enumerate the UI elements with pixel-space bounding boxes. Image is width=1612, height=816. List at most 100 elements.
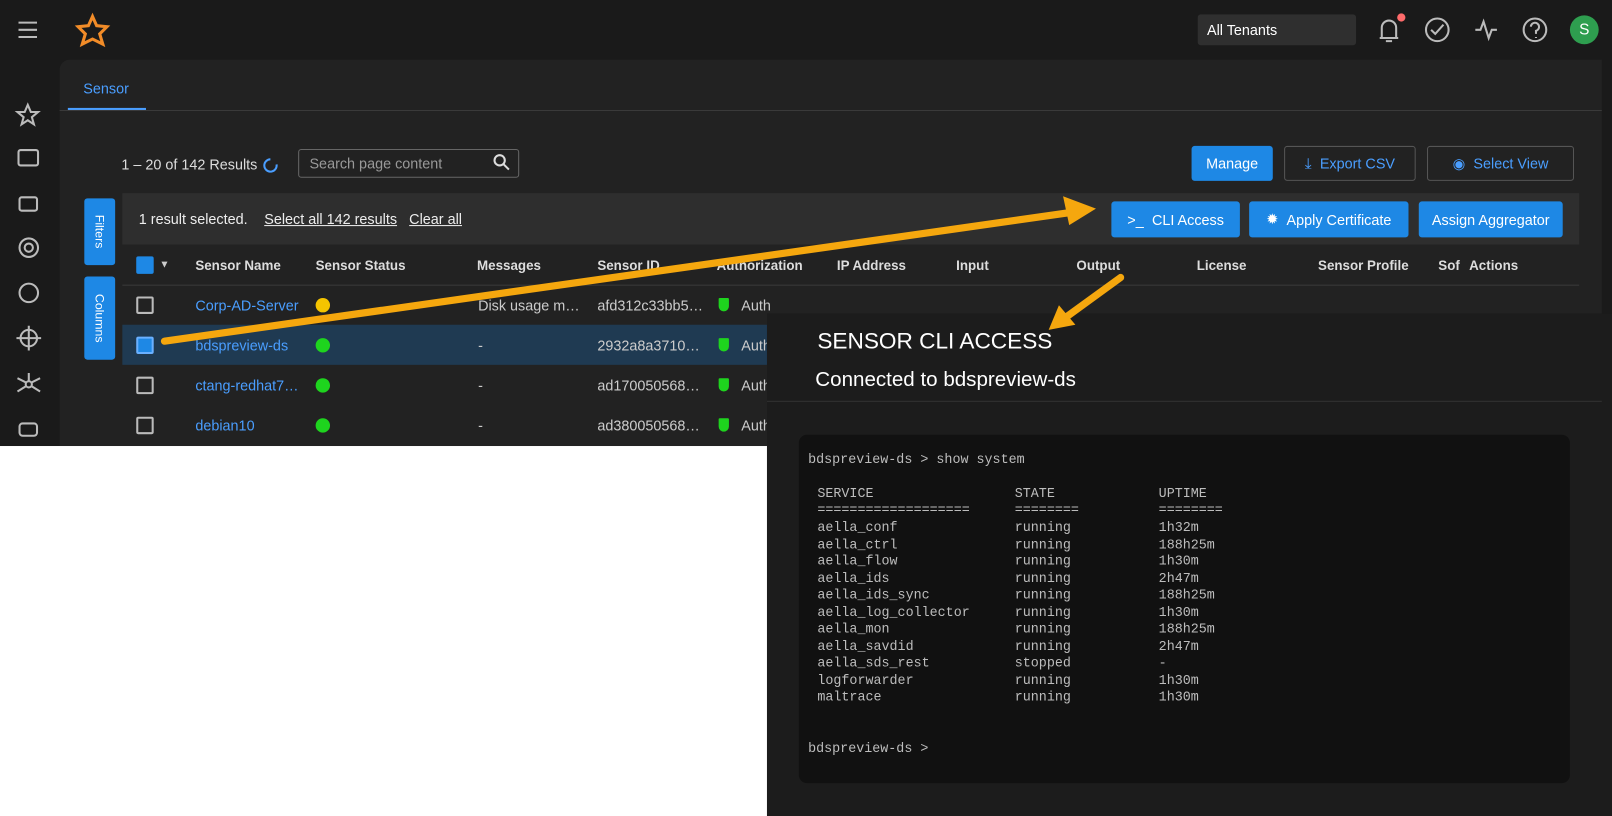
terminal-prompt: bdspreview-ds > [808,740,929,756]
arrow [160,209,1073,345]
column-header[interactable]: Input [956,257,989,273]
terminal-cell: running [1014,604,1071,620]
terminal-cell: aella_savdid [817,638,914,654]
message: - [478,337,483,354]
panel-subtitle: Connected to bdspreview-ds [815,368,1076,392]
authorization: Auth [741,297,771,314]
column-header[interactable]: Sensor Profile [1318,257,1409,273]
bell-icon[interactable] [1379,19,1399,43]
status-dot [315,418,331,433]
column-header[interactable]: Sensor Name [195,257,281,273]
logo[interactable] [74,12,111,48]
terminal-cell: 188h25m [1158,536,1215,552]
authorization: Auth [741,337,771,354]
menu-icon[interactable] [18,21,38,39]
terminal-cell: aella_flow [817,553,898,569]
side-tab-label: Filters [92,214,107,249]
terminal-cell: - [1158,655,1167,671]
pulse-icon[interactable] [1475,18,1497,42]
nav-icon[interactable] [14,102,41,127]
terminal-cell: ======== [1158,502,1223,518]
selected-count: 1 result selected. [138,210,248,228]
columns-tab[interactable]: Columns [84,276,116,360]
filters-tab[interactable]: Filters [84,198,116,266]
export-button[interactable]: ⤓ Export CSV [1284,145,1416,181]
tenant-select[interactable]: All Tenants [1197,14,1357,46]
select-view-button[interactable]: ◉ Select View [1427,145,1575,181]
refresh-icon[interactable] [263,158,278,173]
terminal-icon: >_ [1127,211,1144,228]
terminal[interactable] [798,434,1570,784]
sensor-name[interactable]: ctang-redhat7… [195,377,299,394]
column-header[interactable]: IP Address [836,257,906,273]
column-header[interactable]: Sof [1438,257,1460,273]
terminal-cell: 2h47m [1158,570,1199,586]
terminal-cell: 1h32m [1158,519,1199,535]
terminal-cell: 1h30m [1158,672,1199,688]
terminal-cell: aella_sds_rest [817,655,930,671]
authorization: Auth [741,417,771,434]
terminal-cell: UPTIME [1158,485,1207,502]
row-checkbox[interactable] [136,376,154,395]
terminal-cell: aella_ids [817,570,890,586]
status-dot [315,378,331,393]
nav-icon[interactable] [18,196,39,212]
search-placeholder: Search page content [309,155,443,172]
terminal-cell: logforwarder [817,672,914,688]
check-icon[interactable] [1424,17,1450,43]
column-header[interactable]: License [1196,257,1247,273]
column-header[interactable]: Sensor ID [597,257,660,273]
terminal-cell: running [1014,672,1071,688]
avatar-letter: S [1579,21,1590,39]
shield-icon [718,298,729,312]
nav-icon[interactable] [17,149,40,167]
authorization: Auth [741,377,771,394]
aggregator-button[interactable]: Assign Aggregator [1418,201,1563,238]
checkbox-menu[interactable]: ▼ [159,259,170,271]
nav-icon[interactable] [18,282,40,304]
cli-access-button[interactable]: >_ CLI Access [1111,201,1240,238]
sensor-name[interactable]: Corp-AD-Server [195,297,299,314]
terminal-cell: aella_mon [817,621,890,637]
terminal-cell: 2h47m [1158,638,1199,654]
search-icon[interactable] [493,154,506,167]
message: - [478,417,483,434]
terminal-cell: running [1014,638,1071,654]
terminal-cell: running [1014,587,1071,603]
sensor-name[interactable]: bdspreview-ds [195,337,289,354]
certificate-button[interactable]: ✹ Apply Certificate [1249,201,1409,238]
shield-icon [718,338,729,352]
sensor-name[interactable]: debian10 [195,417,255,434]
terminal-cell: =================== [817,502,970,518]
tab[interactable]: Sensor [83,80,129,97]
select-all-link[interactable]: Select all 142 results [264,210,398,228]
shield-icon [718,378,729,392]
select-all-checkbox[interactable] [136,256,154,274]
button-label: Export CSV [1319,155,1396,172]
column-header[interactable]: Actions [1469,257,1519,273]
search-box[interactable]: Search page content [298,149,520,178]
column-header[interactable]: Messages [477,257,541,273]
avatar[interactable] [1569,15,1599,45]
terminal-cell: running [1014,553,1071,569]
nav-icon[interactable] [18,422,39,437]
terminal-cell: 188h25m [1158,587,1215,603]
terminal-cell: 1h30m [1158,689,1199,705]
sensor-id: afd312c33bb5… [597,297,703,314]
nav-icon[interactable] [18,237,40,258]
column-header[interactable]: Sensor Status [315,257,406,273]
terminal-cell: aella_ids_sync [817,587,930,603]
column-header[interactable]: Output [1076,257,1121,273]
arrowhead [1048,305,1076,330]
arrowhead [1063,196,1096,226]
manage-button[interactable]: Manage [1191,145,1273,181]
clear-link[interactable]: Clear all [409,210,462,228]
row-checkbox[interactable] [136,336,154,355]
button-label: Manage [1206,155,1259,172]
terminal-cell: ======== [1014,502,1079,518]
row-checkbox[interactable] [136,416,154,435]
terminal-command: bdspreview-ds > show system [808,451,1025,468]
row-checkbox[interactable] [136,296,154,314]
help-icon[interactable] [1522,17,1548,43]
